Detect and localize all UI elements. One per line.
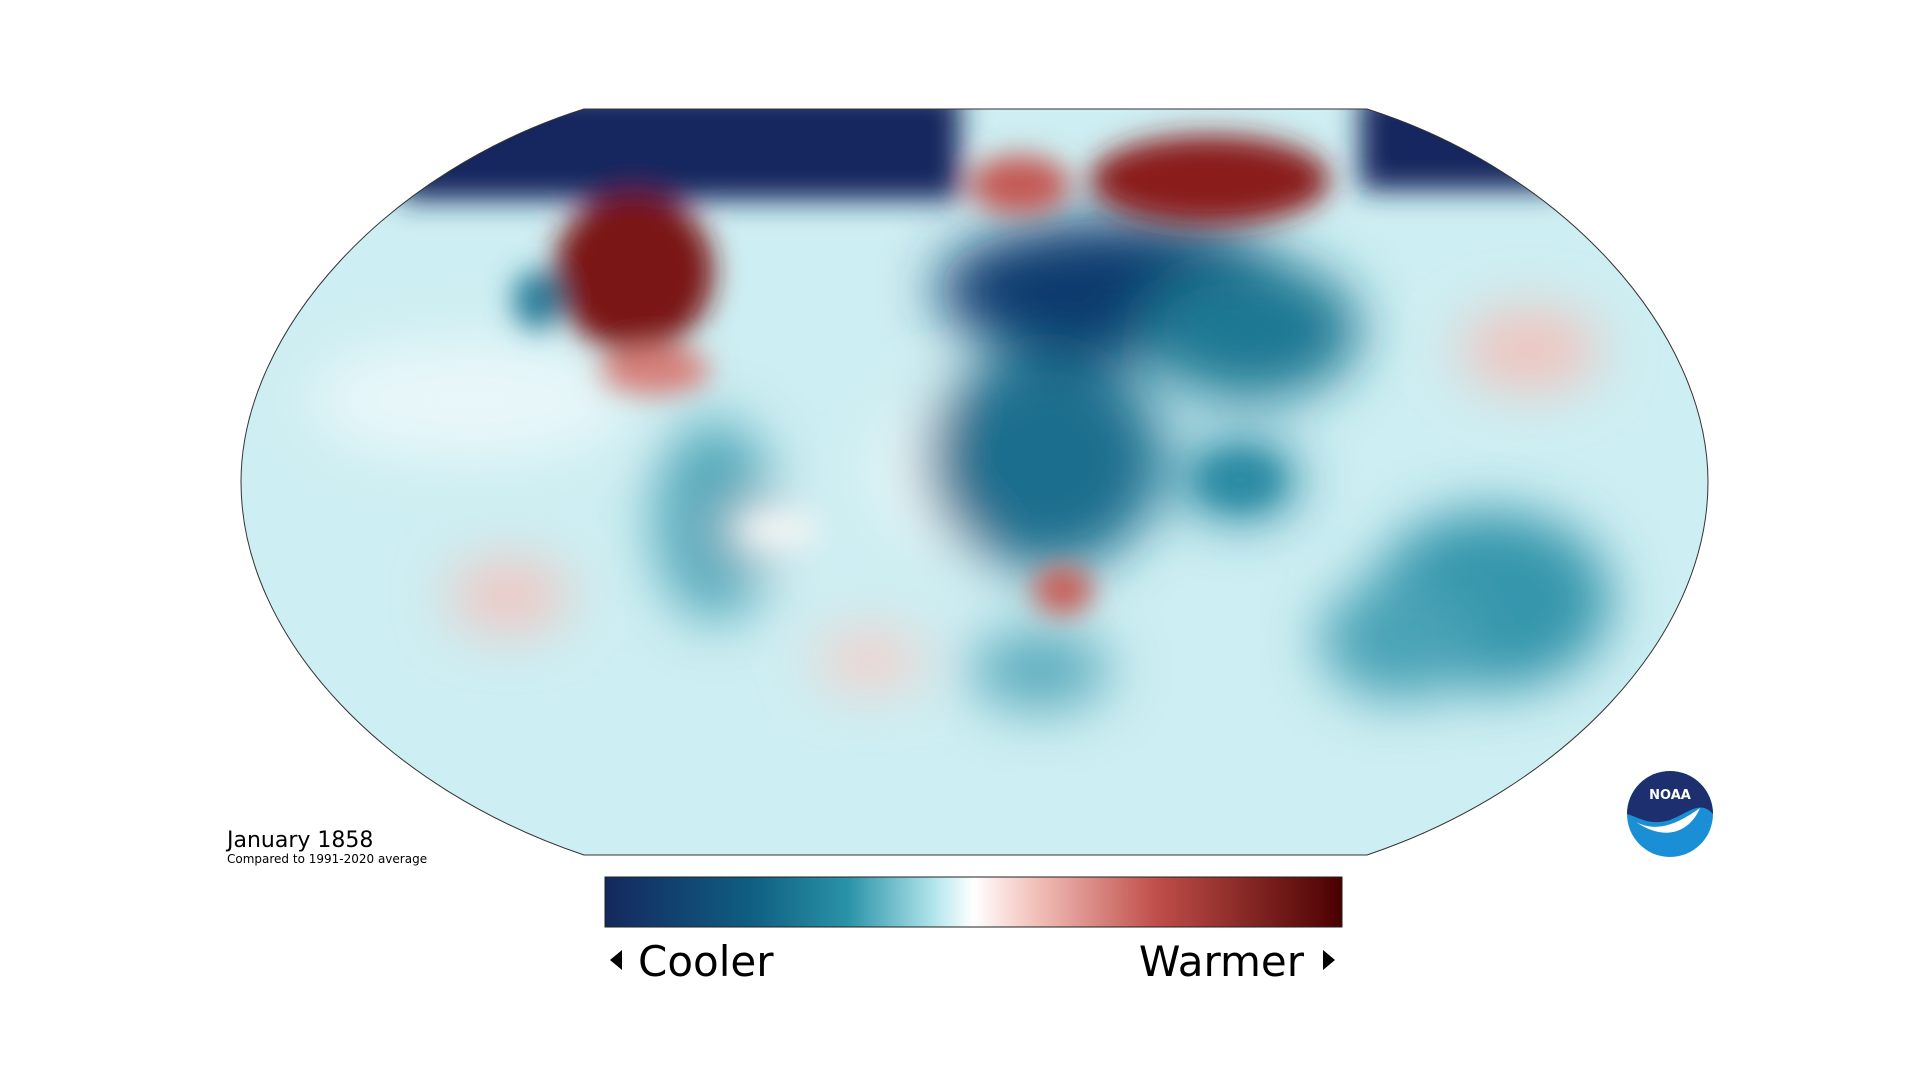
- legend-high-label: Warmer: [1139, 937, 1305, 986]
- map-subtitle: Compared to 1991-2020 average: [227, 852, 427, 866]
- map-outline: [240, 108, 1709, 856]
- color-bar: [604, 876, 1343, 928]
- map-title: January 1858: [225, 828, 373, 853]
- noaa-logo: NOAA: [1627, 771, 1713, 857]
- cooler-arrow: [610, 950, 622, 970]
- legend-low-label: Cooler: [638, 937, 774, 986]
- anomaly-map: [241, 109, 1708, 855]
- logo-text: NOAA: [1649, 788, 1691, 803]
- warmer-arrow: [1323, 950, 1335, 970]
